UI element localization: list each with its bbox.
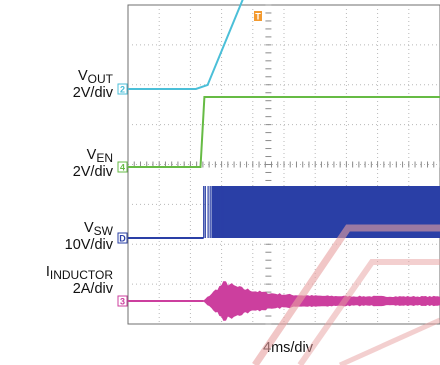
time-scale-label: 4ms/div — [263, 340, 313, 356]
vsw-channel-marker: D — [117, 232, 128, 244]
vsw-label: VSW 10V/div — [65, 220, 113, 254]
trigger-marker: T — [254, 11, 262, 22]
inductor-current-label: IINDUCTOR 2A/div — [46, 264, 113, 298]
vout-scale: 2V/div — [72, 85, 113, 101]
iinductor-marker-text: 3 — [120, 297, 125, 307]
ven-signal-name: VEN — [86, 147, 113, 165]
iinductor-marker-box — [117, 295, 128, 307]
trigger-marker-box — [254, 11, 262, 21]
vout-trace — [128, 0, 244, 90]
vsw-signal-name: VSW — [83, 220, 113, 238]
trigger-marker-text: T — [255, 12, 261, 22]
vout-channel-marker: 2 — [117, 83, 128, 95]
ven-trace — [128, 96, 440, 168]
vsw-marker-box — [117, 232, 128, 244]
ven-label: VEN 2V/div — [73, 147, 113, 181]
channel-markers: 2 4 D 3 T — [117, 11, 262, 307]
vsw-switching-burst — [211, 186, 440, 238]
iinductor-channel-marker: 3 — [117, 295, 128, 307]
vsw-switching-edges — [203, 186, 225, 238]
vout-marker-box — [117, 83, 128, 95]
vsw-scale: 10V/div — [64, 237, 113, 253]
vsw-marker-text: D — [119, 234, 126, 244]
vout-signal-name: VOUT — [77, 68, 113, 86]
inductor-scale: 2A/div — [72, 281, 113, 297]
vout-marker-text: 2 — [120, 85, 125, 95]
ven-marker-text: 4 — [120, 163, 125, 173]
ven-marker-box — [117, 161, 128, 173]
ven-channel-marker: 4 — [117, 161, 128, 173]
inductor-signal-name: IINDUCTOR — [45, 264, 113, 282]
vout-label: VOUT 2V/div — [73, 68, 113, 102]
ven-scale: 2V/div — [72, 164, 113, 180]
